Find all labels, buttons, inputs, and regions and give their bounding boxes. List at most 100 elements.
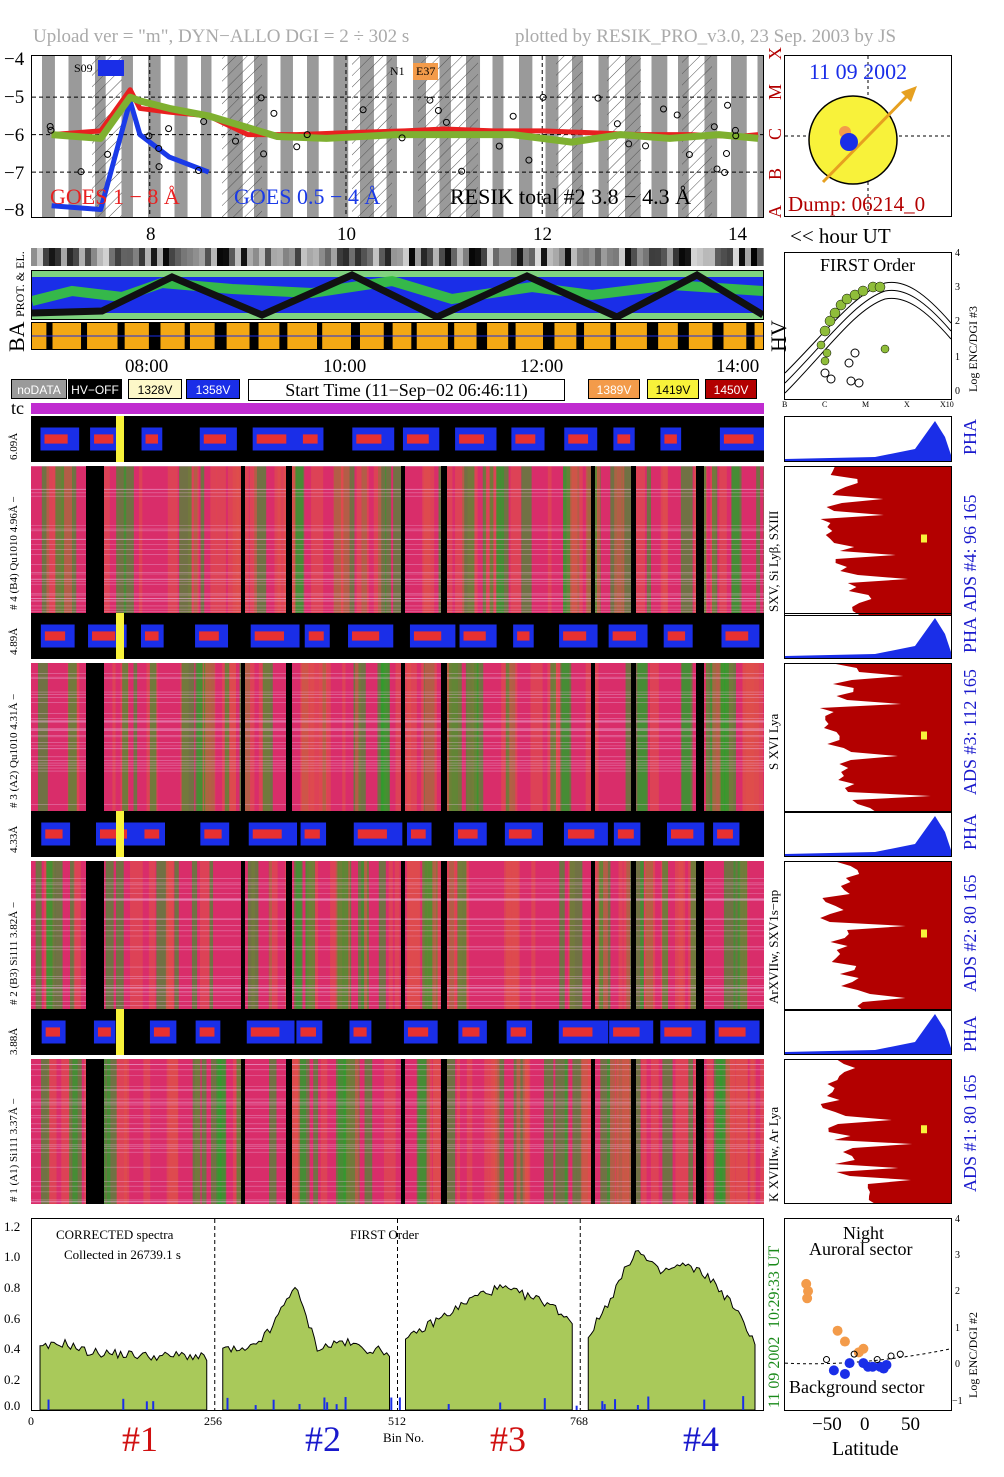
- gray-strip-cell: [565, 248, 571, 266]
- latitude-title-auroral: Auroral sector: [809, 1239, 913, 1259]
- spectrogram-column: [693, 1059, 698, 1204]
- gray-strip-cell: [541, 248, 547, 266]
- spectrogram-column: [750, 1059, 756, 1204]
- spectrum-ytick: 0.4: [4, 1341, 21, 1356]
- spectrogram-column: [351, 466, 355, 616]
- spectrogram-column: [133, 663, 138, 813]
- spectrogram-column: [342, 663, 346, 813]
- pha-flare-peak: [116, 1009, 124, 1055]
- gray-strip-cell: [139, 248, 145, 266]
- spectrogram-gap: [86, 466, 104, 616]
- gray-strip-cell: [679, 248, 685, 266]
- spectrogram-column: [424, 663, 437, 813]
- pha-peak: [457, 829, 478, 839]
- spectrogram-column: [46, 466, 54, 616]
- gray-strip-cell: [421, 248, 427, 266]
- spectrogram-column: [288, 1059, 299, 1204]
- gray-strip-cell: [511, 248, 517, 266]
- spectrum-date: 11 09 2002: [766, 1336, 783, 1408]
- gray-strip-cell: [331, 248, 337, 266]
- gray-strip-cell: [727, 248, 733, 266]
- spectrogram-gap: [401, 466, 405, 616]
- data-point-marker: [442, 118, 450, 126]
- gray-strip-cell: [199, 248, 205, 266]
- gray-strip-cell: [481, 248, 487, 266]
- sun-spacecraft-marker: [840, 133, 858, 151]
- data-point-marker: [685, 151, 693, 159]
- line-id-3: S XVI Lya: [766, 713, 781, 770]
- spectrogram-4: [31, 466, 764, 616]
- gray-strip-cell: [61, 248, 67, 266]
- pha-peak: [308, 631, 324, 641]
- pha-peak: [44, 631, 66, 641]
- gray-strip-cell: [319, 248, 325, 266]
- data-point-marker: [594, 94, 602, 102]
- goes-xtick: 10: [337, 224, 356, 245]
- data-point-marker: [47, 126, 55, 134]
- header-upload-info: Upload ver = "m", DYN−ALLO DGI = 2 ÷ 302…: [33, 26, 410, 47]
- gray-strip-cell: [745, 248, 751, 266]
- time-tick: 08:00: [125, 356, 169, 377]
- spectrogram-column: [112, 663, 116, 813]
- first-order-ytick: 0: [955, 386, 960, 397]
- pha-histogram-fill: [785, 421, 951, 461]
- spectrogram-label-2: # 2 (B3) Si111 3.82Å −: [8, 901, 20, 1005]
- gray-strip-cell: [127, 248, 133, 266]
- latitude-ytick: 2: [955, 1286, 960, 1297]
- gray-strip-cell: [289, 248, 295, 266]
- gray-strip-cell: [97, 248, 103, 266]
- pha-peak: [254, 631, 285, 641]
- goes-ytick: −5: [4, 87, 25, 108]
- spectrogram-column: [488, 1059, 498, 1204]
- spectrogram-column: [253, 466, 257, 616]
- gray-strip-cell: [619, 248, 625, 266]
- data-point-marker: [710, 123, 718, 131]
- latitude-point: [858, 1343, 869, 1354]
- spectrogram-column: [564, 1059, 569, 1204]
- pha-peak: [517, 631, 530, 641]
- spectrum-segment-#2: [222, 1286, 390, 1410]
- gray-strip-cell: [607, 248, 613, 266]
- pha-flare-peak: [116, 416, 124, 462]
- pha-peak: [515, 434, 536, 444]
- spectrogram-column: [763, 466, 764, 616]
- gray-strip-cell: [439, 248, 445, 266]
- spectrogram-gap: [241, 1059, 245, 1204]
- gray-strip-cell: [115, 248, 121, 266]
- pha-peak: [671, 829, 694, 839]
- spectrogram-column: [706, 1059, 713, 1204]
- spectrogram-column: [201, 1059, 207, 1204]
- spectrogram-column: [216, 466, 226, 616]
- spectrogram-gap: [286, 861, 292, 1011]
- pha-peak: [300, 1027, 316, 1037]
- gray-strip-cell: [361, 248, 367, 266]
- latitude-point: [867, 1361, 878, 1372]
- goes-short-series: [51, 98, 210, 213]
- prot-el-label: PROT. & EL.: [13, 251, 27, 317]
- tc-label: tc: [11, 398, 24, 418]
- spectrogram-gap: [286, 663, 292, 813]
- first-order-ytick: 3: [955, 282, 960, 293]
- spectrogram-column: [69, 1059, 82, 1204]
- pha-range-label-2: 4.33Å: [8, 825, 20, 853]
- spectrogram-column: [277, 466, 288, 616]
- spectrogram-column: [625, 663, 636, 813]
- gray-strip-cell: [91, 248, 97, 266]
- spectrogram-column: [37, 663, 48, 813]
- gray-strip-cell: [751, 248, 757, 266]
- spectrogram-column: [227, 466, 240, 616]
- data-point-marker: [426, 96, 434, 104]
- ba-strip-svg: [32, 323, 763, 349]
- latitude-xlabel: Latitude: [832, 1438, 899, 1460]
- pha-peak: [353, 1027, 367, 1037]
- data-point-marker: [46, 122, 54, 130]
- gray-strip-cell: [577, 248, 583, 266]
- spectrogram-gap: [631, 466, 636, 616]
- night-band: [201, 56, 212, 217]
- gray-strip-cell: [667, 248, 673, 266]
- spectrogram-column: [543, 1059, 554, 1204]
- crystal-label-3: #3: [490, 1419, 526, 1459]
- data-point-marker: [673, 111, 681, 119]
- pha-background: [31, 1009, 764, 1055]
- spectrogram-column: [719, 1059, 730, 1204]
